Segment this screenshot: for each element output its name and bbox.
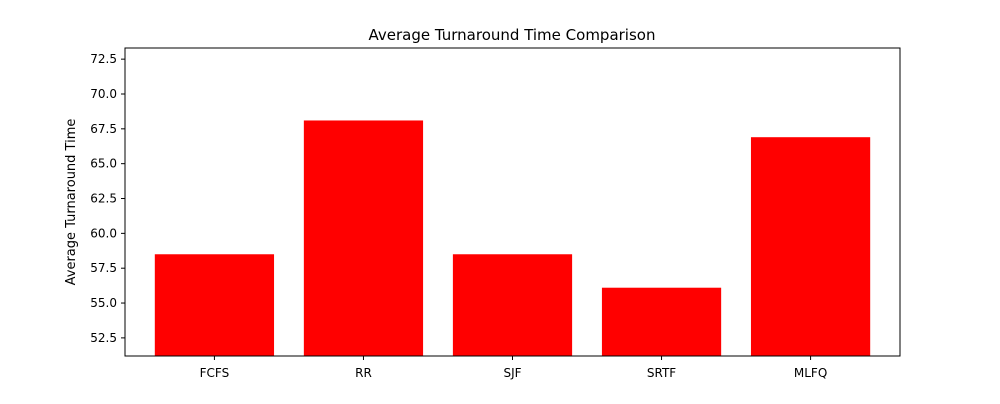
y-tick-label: 55.0 (90, 296, 117, 310)
y-tick-label: 62.5 (90, 192, 117, 206)
x-tick-label: MLFQ (794, 366, 827, 380)
y-tick-label: 60.0 (90, 226, 117, 240)
y-tick-label: 72.5 (90, 52, 117, 66)
x-tick-label: FCFS (200, 366, 230, 380)
x-tick-label: SJF (503, 366, 521, 380)
bars-group (154, 120, 871, 357)
y-tick-label: 70.0 (90, 87, 117, 101)
bar-fcfs (154, 254, 275, 356)
y-axis-ticks: 52.5 55.0 57.5 60.0 62.5 65.0 67.5 70.0 72.5 (90, 52, 125, 345)
x-axis-ticks: FCFS RR SJF SRTF MLFQ (200, 356, 827, 380)
plot-frame (124, 47, 901, 357)
y-axis-label: Average Turnaround Time (64, 119, 79, 286)
y-tick-label: 57.5 (90, 261, 117, 275)
y-tick-label: 65.0 (90, 157, 117, 171)
bar-sjf (452, 254, 573, 356)
x-tick-label: SRTF (647, 366, 676, 380)
bar-srtf (601, 287, 722, 356)
y-tick-label: 67.5 (90, 122, 117, 136)
bar-mlfq (750, 137, 871, 356)
y-tick-label: 52.5 (90, 331, 117, 345)
chart-title: Average Turnaround Time Comparison (369, 26, 656, 44)
x-tick-label: RR (355, 366, 372, 380)
bar-rr (303, 120, 424, 357)
